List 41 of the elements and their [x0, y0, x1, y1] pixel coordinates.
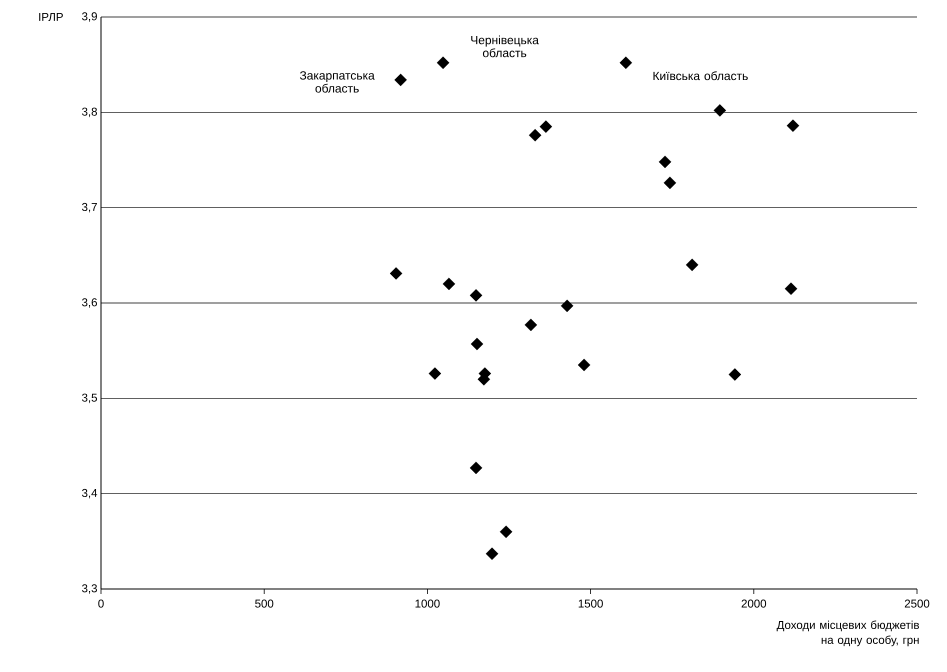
point [524, 318, 538, 332]
point [500, 526, 512, 538]
y-tick-label: 3,4 [82, 488, 98, 498]
point [686, 258, 698, 272]
y-tick-label: 3,6 [82, 298, 97, 308]
x-tick-label: 500 [255, 600, 274, 608]
y-tick-label: 3,7 [82, 202, 97, 212]
y-tick-label: 3,5 [82, 394, 97, 404]
point [784, 282, 798, 295]
y-tick-label: 3,8 [82, 108, 97, 118]
point [664, 176, 676, 190]
point [658, 156, 672, 168]
point [428, 367, 442, 380]
point [540, 120, 552, 133]
point [390, 267, 402, 280]
x-tick-label: 1000 [416, 600, 440, 608]
annotation: Київська область [653, 71, 748, 80]
x-tick-label: 0 [98, 600, 104, 608]
point [486, 547, 498, 560]
annotation: Закарпатська область [300, 71, 375, 93]
point [470, 289, 482, 302]
point [470, 338, 484, 350]
x-tick-label: 2000 [742, 600, 766, 608]
point [442, 278, 456, 290]
point [528, 128, 542, 142]
annotation: Чернівецька область [471, 36, 539, 58]
x-tick-label: 1500 [578, 600, 603, 608]
x-tick-label: 2500 [904, 600, 930, 608]
y-tick-label: 3,9 [82, 12, 97, 22]
point [578, 358, 590, 372]
x-axis-title: Доходи місцевих бюджетів на одну особу, грн [776, 620, 919, 646]
point [728, 368, 742, 381]
point [560, 300, 574, 312]
point [786, 119, 800, 132]
y-axis-title: ІРЛР [39, 13, 63, 21]
point [436, 56, 450, 70]
point [470, 462, 482, 474]
point [714, 104, 726, 117]
point [620, 56, 632, 70]
y-tick-label: 3,3 [82, 584, 97, 594]
point [394, 74, 407, 86]
